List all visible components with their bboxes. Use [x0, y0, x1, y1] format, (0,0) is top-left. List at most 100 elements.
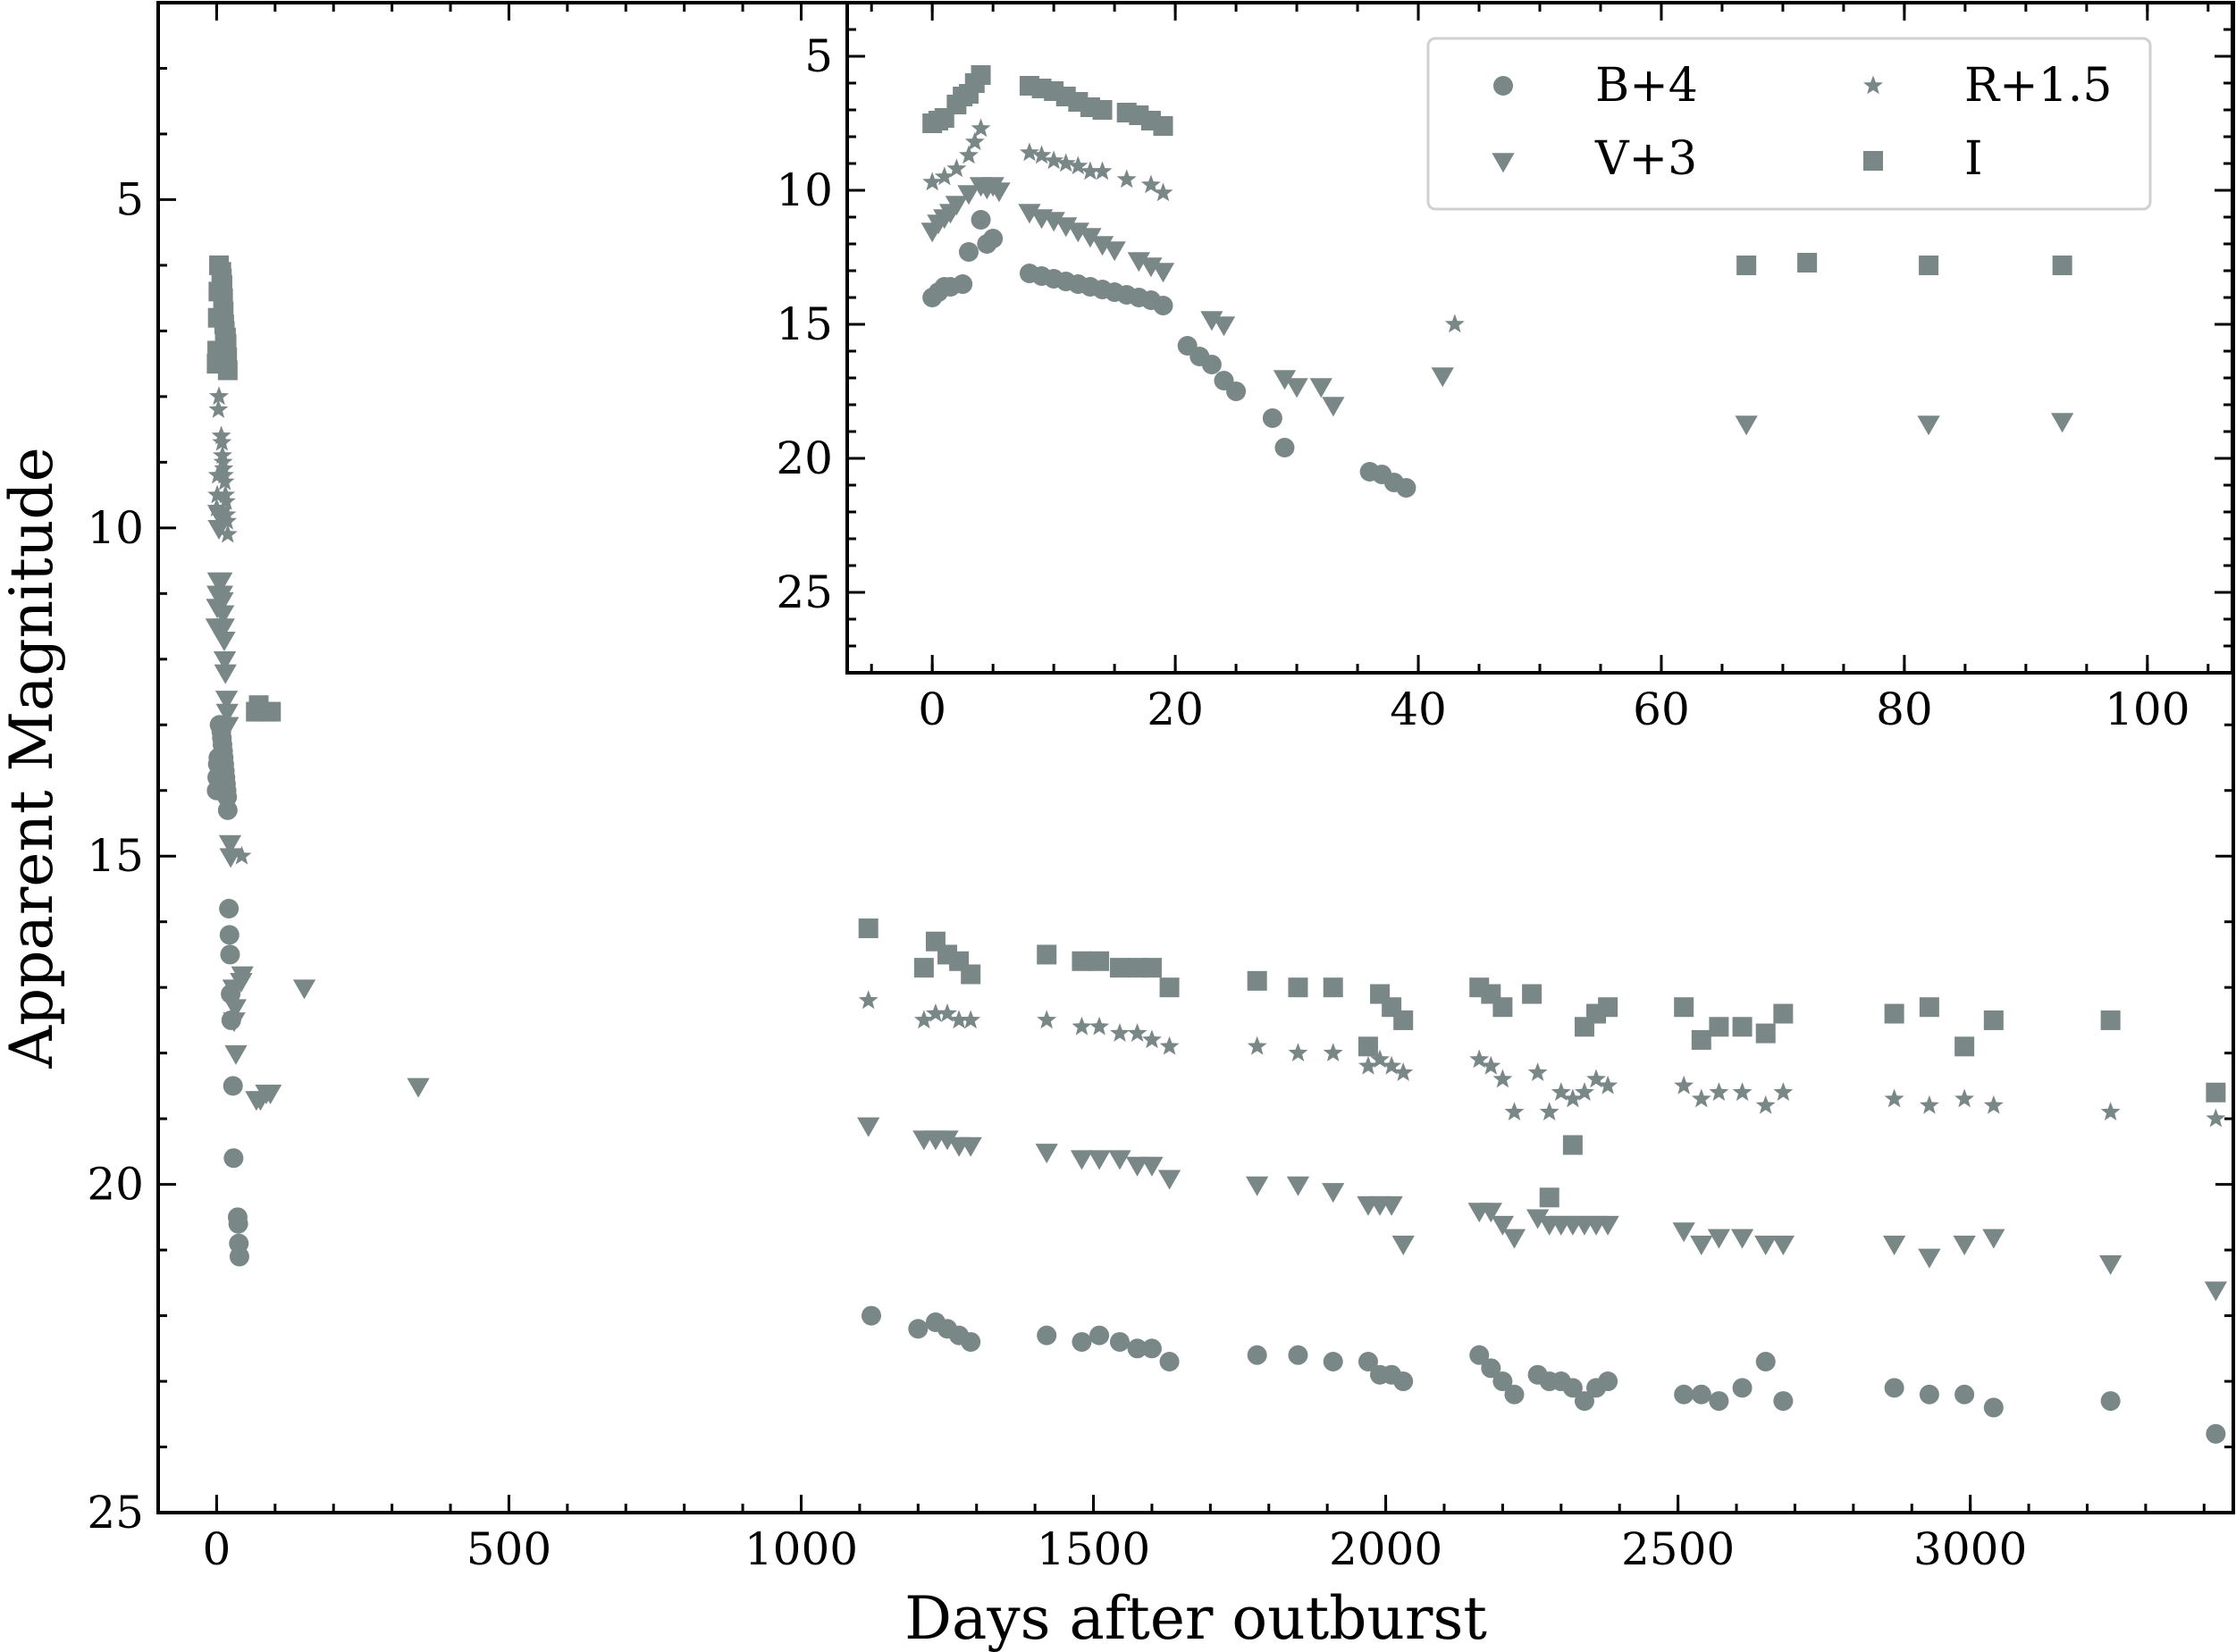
- main-point-v: [407, 1078, 430, 1098]
- inset-point-r: [1444, 314, 1465, 333]
- main-point-r: [212, 432, 232, 451]
- main-point-b: [1691, 1384, 1711, 1405]
- main-point-r: [1089, 1016, 1110, 1036]
- main-point-r: [1142, 1029, 1162, 1049]
- main-point-r: [1755, 1094, 1776, 1114]
- main-point-r: [217, 510, 238, 530]
- main-point-b: [1674, 1384, 1694, 1405]
- main-point-b: [1504, 1384, 1525, 1405]
- main-point-i: [1691, 1029, 1711, 1050]
- main-ytick-label: 20: [87, 1159, 144, 1211]
- inset-point-v: [1212, 316, 1236, 337]
- inset-point-r: [959, 145, 979, 164]
- main-point-v: [1882, 1235, 1906, 1255]
- main-point-v: [211, 605, 235, 625]
- main-point-v: [1953, 1235, 1976, 1255]
- main-point-v: [1502, 1229, 1526, 1249]
- main-point-v: [214, 664, 237, 684]
- main-point-i: [1884, 1003, 1904, 1024]
- inset-point-b: [1153, 296, 1173, 315]
- inset-point-v: [957, 185, 980, 205]
- legend-box: [1426, 37, 2152, 211]
- main-point-b: [961, 1331, 981, 1352]
- main-point-i: [1562, 1135, 1583, 1155]
- main-point-i: [1773, 1003, 1794, 1024]
- main-point-v: [1322, 1183, 1345, 1203]
- inset-point-b: [1396, 478, 1416, 498]
- main-point-b: [1127, 1338, 1147, 1359]
- inset-point-i: [1797, 253, 1818, 273]
- legend: B+4 V+3 R+1.5 I: [1426, 37, 2152, 211]
- inset-point-v: [1309, 378, 1332, 398]
- inset-point-r: [1055, 153, 1076, 172]
- main-point-r: [1110, 1023, 1130, 1042]
- main-point-v: [1672, 1222, 1695, 1243]
- inset-point-r: [934, 166, 954, 186]
- legend-label-i: I: [1964, 132, 1983, 186]
- inset-xtick-label: 0: [918, 683, 946, 735]
- main-point-v: [936, 1130, 959, 1151]
- main-point-r: [1954, 1088, 1975, 1108]
- inset-point-v: [1079, 228, 1102, 248]
- main-point-b: [861, 1305, 881, 1326]
- inset-point-b: [953, 274, 973, 294]
- main-point-v: [959, 1136, 982, 1157]
- main-point-i: [1141, 958, 1162, 978]
- main-point-i: [1358, 1036, 1378, 1057]
- inset-ytick-labels: 5 10 15 20 25: [776, 30, 833, 618]
- main-point-v: [231, 966, 254, 986]
- main-point-r: [1159, 1036, 1180, 1055]
- main-point-v: [1771, 1235, 1795, 1255]
- main-point-i: [1247, 970, 1267, 991]
- inset-point-i: [2052, 256, 2072, 275]
- main-point-i: [1598, 997, 1618, 1018]
- main-point-v: [1982, 1229, 2005, 1249]
- main-point-v: [215, 703, 239, 724]
- main-point-i: [1109, 958, 1130, 978]
- main-point-b: [1072, 1331, 1092, 1352]
- main-point-b: [1954, 1384, 1975, 1405]
- main-point-i: [1919, 997, 1939, 1018]
- main-point-r: [1539, 1102, 1559, 1121]
- main-point-i: [1954, 1036, 1975, 1057]
- main-point-i: [1072, 951, 1092, 971]
- main-point-v: [1479, 1203, 1502, 1223]
- main-point-v: [1157, 1170, 1181, 1190]
- main-point-b: [2100, 1391, 2121, 1412]
- main-point-i: [961, 964, 981, 985]
- main-point-v: [857, 1117, 880, 1137]
- main-point-i: [1983, 1010, 2004, 1030]
- inset-point-v: [1066, 222, 1089, 243]
- main-point-v: [2098, 1254, 2123, 1275]
- inset-point-r: [964, 131, 985, 151]
- main-point-b: [1732, 1378, 1753, 1398]
- main-point-b: [1983, 1397, 2004, 1418]
- inset-point-r: [1068, 155, 1089, 175]
- inset-point-i: [1153, 116, 1173, 136]
- inset-point-v: [1139, 257, 1163, 278]
- inset-point-i: [1092, 100, 1113, 120]
- main-point-b: [1755, 1352, 1776, 1371]
- main-point-r: [925, 1003, 946, 1022]
- y-axis-title: Apparent Magnitude: [0, 447, 66, 1069]
- main-point-r: [217, 524, 238, 543]
- main-point-r: [1551, 1082, 1571, 1102]
- main-point-r: [1370, 1049, 1390, 1069]
- main-point-i: [2100, 1010, 2121, 1030]
- main-point-b: [1562, 1378, 1583, 1398]
- main-point-i: [1732, 1017, 1753, 1037]
- inset-point-v: [1127, 252, 1150, 273]
- main-ytick-label: 10: [87, 502, 144, 554]
- main-point-v: [1391, 1235, 1415, 1255]
- main-point-r: [2100, 1102, 2121, 1121]
- main-point-r: [1247, 1036, 1267, 1055]
- inset-ytick-label: 5: [804, 30, 833, 82]
- main-point-v: [212, 618, 235, 639]
- main-point-v: [1108, 1150, 1131, 1170]
- main-point-r: [206, 498, 227, 517]
- main-point-r: [1674, 1075, 1694, 1094]
- legend-marker-b: [1493, 76, 1513, 96]
- main-point-i: [217, 360, 238, 381]
- main-point-v: [209, 572, 233, 592]
